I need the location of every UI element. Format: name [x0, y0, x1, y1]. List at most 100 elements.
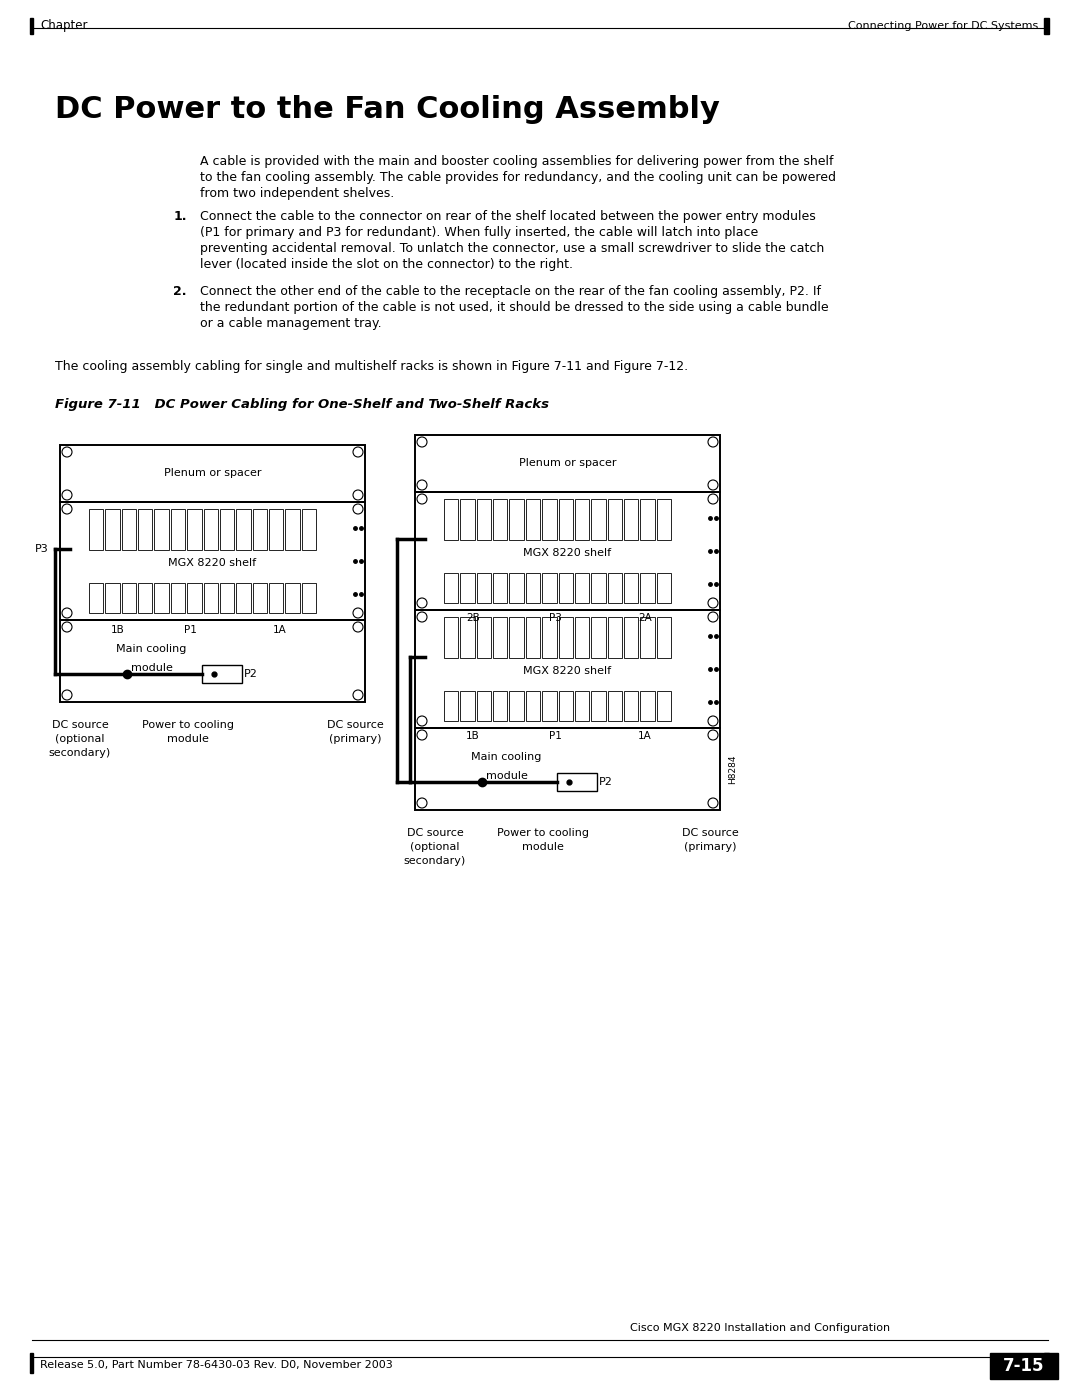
Bar	[510, 690, 524, 721]
Bar	[556, 774, 596, 791]
Bar	[608, 499, 622, 541]
Text: MGX 8220 shelf: MGX 8220 shelf	[524, 549, 611, 559]
Bar	[1044, 1354, 1049, 1373]
Bar	[575, 573, 590, 604]
Text: P3: P3	[549, 613, 562, 623]
Text: P3: P3	[36, 545, 49, 555]
Bar	[608, 617, 622, 658]
Bar	[154, 509, 168, 550]
Text: Connect the cable to the connector on rear of the shelf located between the powe: Connect the cable to the connector on re…	[200, 210, 815, 224]
Bar	[510, 499, 524, 541]
Bar	[591, 690, 606, 721]
Text: Plenum or spacer: Plenum or spacer	[518, 458, 617, 468]
Text: the redundant portion of the cable is not used, it should be dressed to the side: the redundant portion of the cable is no…	[200, 300, 828, 314]
Bar	[640, 617, 654, 658]
Bar	[138, 509, 152, 550]
Text: P2: P2	[244, 669, 257, 679]
Text: to the fan cooling assembly. The cable provides for redundancy, and the cooling : to the fan cooling assembly. The cable p…	[200, 170, 836, 184]
Text: module: module	[131, 662, 173, 672]
Text: (optional: (optional	[410, 842, 460, 852]
Bar	[253, 509, 267, 550]
Bar	[624, 617, 638, 658]
Bar	[657, 617, 671, 658]
Bar	[558, 617, 572, 658]
Bar	[494, 573, 508, 604]
Text: Power to cooling: Power to cooling	[143, 719, 234, 731]
Text: Cisco MGX 8220 Installation and Configuration: Cisco MGX 8220 Installation and Configur…	[630, 1323, 890, 1333]
Bar	[542, 573, 556, 604]
Bar	[558, 573, 572, 604]
Text: DC source: DC source	[326, 719, 383, 731]
Bar	[657, 573, 671, 604]
Bar	[526, 499, 540, 541]
Bar	[460, 573, 475, 604]
Bar	[640, 499, 654, 541]
Text: 1A: 1A	[273, 624, 287, 636]
Text: Main cooling: Main cooling	[117, 644, 187, 654]
Bar	[301, 583, 316, 613]
Text: P1: P1	[184, 624, 197, 636]
Text: (P1 for primary and P3 for redundant). When fully inserted, the cable will latch: (P1 for primary and P3 for redundant). W…	[200, 226, 758, 239]
Text: secondary): secondary)	[49, 747, 111, 759]
Text: module: module	[486, 771, 527, 781]
Bar	[542, 499, 556, 541]
Text: A cable is provided with the main and booster cooling assemblies for delivering : A cable is provided with the main and bo…	[200, 155, 834, 168]
Text: 2B: 2B	[467, 613, 480, 623]
Bar	[444, 690, 458, 721]
Bar	[575, 690, 590, 721]
Bar	[89, 583, 104, 613]
Bar	[1044, 18, 1049, 34]
Bar	[526, 690, 540, 721]
Text: Release 5.0, Part Number 78-6430-03 Rev. D0, November 2003: Release 5.0, Part Number 78-6430-03 Rev.…	[40, 1361, 393, 1370]
Bar	[476, 617, 491, 658]
Bar	[171, 583, 185, 613]
Bar	[122, 583, 136, 613]
Text: 7-15: 7-15	[1003, 1356, 1044, 1375]
Text: Plenum or spacer: Plenum or spacer	[164, 468, 261, 479]
Bar	[575, 499, 590, 541]
Bar	[415, 610, 720, 728]
Bar	[203, 509, 218, 550]
Bar	[106, 583, 120, 613]
Bar	[269, 509, 283, 550]
Text: 1A: 1A	[638, 731, 652, 740]
Text: (primary): (primary)	[684, 842, 737, 852]
Bar	[657, 499, 671, 541]
Bar	[591, 617, 606, 658]
Text: 1B: 1B	[111, 624, 125, 636]
Text: Connect the other end of the cable to the receptacle on the rear of the fan cool: Connect the other end of the cable to th…	[200, 285, 821, 298]
Text: Main cooling: Main cooling	[471, 752, 542, 761]
Bar	[510, 617, 524, 658]
Bar	[285, 583, 299, 613]
Bar	[460, 690, 475, 721]
Bar	[494, 690, 508, 721]
Text: Connecting Power for DC Systems: Connecting Power for DC Systems	[848, 21, 1038, 31]
Bar	[187, 583, 202, 613]
Bar	[60, 502, 365, 620]
Bar	[237, 509, 251, 550]
Text: MGX 8220 shelf: MGX 8220 shelf	[524, 666, 611, 676]
Text: lever (located inside the slot on the connector) to the right.: lever (located inside the slot on the co…	[200, 258, 573, 271]
Bar	[624, 690, 638, 721]
Bar	[253, 583, 267, 613]
Bar	[269, 583, 283, 613]
Text: Power to cooling: Power to cooling	[497, 828, 589, 838]
Bar	[89, 509, 104, 550]
Text: 1B: 1B	[467, 731, 480, 740]
Text: module: module	[167, 733, 210, 745]
Bar	[301, 509, 316, 550]
Bar	[154, 583, 168, 613]
Text: secondary): secondary)	[404, 856, 467, 866]
Bar	[415, 434, 720, 492]
Bar	[591, 499, 606, 541]
Text: from two independent shelves.: from two independent shelves.	[200, 187, 394, 200]
Bar	[30, 1354, 33, 1373]
Bar	[510, 573, 524, 604]
Bar	[220, 509, 234, 550]
Bar	[476, 573, 491, 604]
Bar	[526, 573, 540, 604]
Text: DC source: DC source	[52, 719, 108, 731]
Bar	[203, 583, 218, 613]
Text: DC source: DC source	[407, 828, 463, 838]
Text: MGX 8220 shelf: MGX 8220 shelf	[168, 559, 257, 569]
